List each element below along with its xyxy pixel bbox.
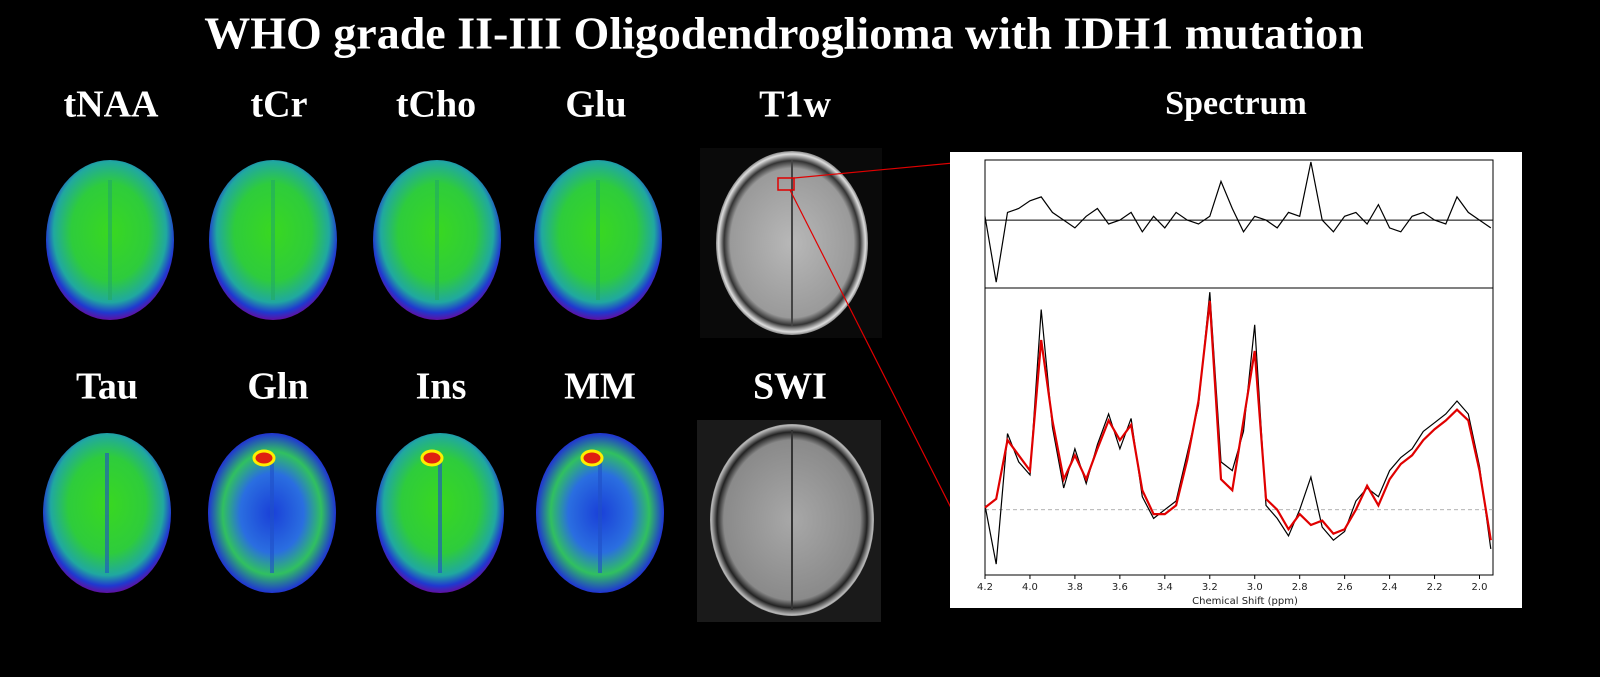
x-tick-label: 2.0: [1472, 582, 1488, 593]
map-label: tCr: [251, 84, 308, 126]
x-axis-label: Chemical Shift (ppm): [1192, 596, 1298, 607]
x-tick-label: 2.4: [1382, 582, 1398, 593]
x-tick-label: 4.2: [977, 582, 993, 593]
x-tick-label: 2.2: [1427, 582, 1443, 593]
hotspot: [580, 449, 604, 467]
map-label: MM: [564, 366, 636, 408]
map-label: Glu: [565, 84, 626, 126]
x-tick-label: 2.8: [1292, 582, 1308, 593]
spectrum-title: Spectrum: [1165, 85, 1307, 122]
hotspot: [252, 449, 276, 467]
map-label: Ins: [416, 366, 467, 408]
residual-line: [984, 161, 1492, 283]
voxel-box: [777, 177, 795, 191]
map-label: Tau: [76, 366, 138, 408]
figure-title: WHO grade II-III Oligodendroglioma with …: [204, 8, 1363, 59]
map-label: tNAA: [64, 84, 160, 126]
x-tick-label: 3.8: [1067, 582, 1083, 593]
x-tick-label: 3.4: [1157, 582, 1173, 593]
anatomy-label: T1w: [759, 84, 831, 126]
anatomy-label: SWI: [753, 366, 827, 408]
spectrum-panel: [950, 152, 1522, 608]
x-tick-label: 3.2: [1202, 582, 1218, 593]
x-tick-label: 3.6: [1112, 582, 1128, 593]
x-tick-label: 2.6: [1337, 582, 1353, 593]
spectrum-line: [984, 300, 1492, 541]
map-label: tCho: [396, 84, 476, 126]
x-tick-label: 4.0: [1022, 582, 1038, 593]
x-tick-label: 3.0: [1247, 582, 1263, 593]
fit-frame: [984, 287, 1494, 576]
map-label: Gln: [247, 366, 308, 408]
hotspot: [420, 449, 444, 467]
